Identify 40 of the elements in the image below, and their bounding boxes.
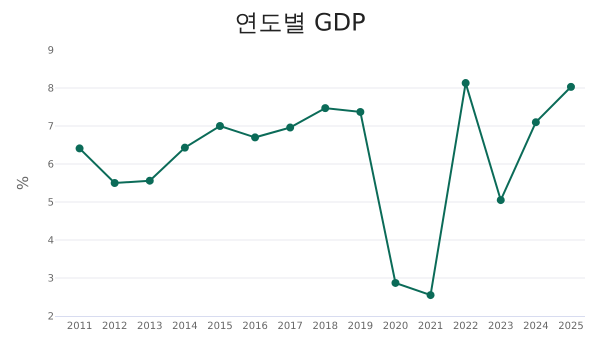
x-tick-label: 2022 bbox=[452, 321, 478, 332]
x-tick-label: 2023 bbox=[488, 321, 514, 332]
x-tick-label: 2013 bbox=[137, 321, 162, 332]
point bbox=[426, 291, 435, 300]
point bbox=[216, 122, 224, 130]
x-tick-label: 2016 bbox=[242, 321, 268, 332]
x-tick-label: 2025 bbox=[558, 321, 584, 332]
point bbox=[496, 196, 505, 204]
point bbox=[462, 79, 470, 88]
x-tick-label: 2011 bbox=[66, 321, 92, 332]
point bbox=[251, 133, 260, 142]
point bbox=[321, 104, 330, 112]
point bbox=[356, 108, 364, 116]
x-tick-label: 2017 bbox=[277, 321, 303, 332]
x-tick-label: 2021 bbox=[418, 321, 444, 332]
point bbox=[391, 278, 400, 287]
point bbox=[566, 82, 575, 91]
y-tick-label: 8 bbox=[48, 84, 54, 94]
point bbox=[286, 124, 294, 132]
y-tick-label: 9 bbox=[48, 46, 54, 56]
point bbox=[110, 179, 119, 187]
point bbox=[180, 144, 189, 152]
x-tick-label: 2020 bbox=[382, 321, 408, 332]
x-tick-label: 2019 bbox=[348, 321, 374, 332]
x-tick-label: 2014 bbox=[172, 321, 198, 332]
x-tick-label: 2024 bbox=[523, 321, 549, 332]
y-tick-label: 2 bbox=[48, 312, 54, 322]
y-tick-label: 4 bbox=[48, 236, 54, 246]
point bbox=[532, 118, 540, 126]
y-tick-label: 6 bbox=[48, 160, 54, 170]
point bbox=[76, 144, 84, 152]
y-tick-label: 3 bbox=[48, 274, 54, 284]
point bbox=[146, 176, 154, 185]
chart-title: 연도별 GDP bbox=[234, 8, 366, 37]
y-tick-label: 7 bbox=[48, 122, 54, 132]
x-tick-label: 2015 bbox=[207, 321, 233, 332]
y-axis-title: % bbox=[14, 176, 32, 190]
y-tick-label: 5 bbox=[48, 198, 54, 208]
x-tick-label: 2012 bbox=[102, 321, 128, 332]
x-tick-label: 2018 bbox=[312, 321, 338, 332]
